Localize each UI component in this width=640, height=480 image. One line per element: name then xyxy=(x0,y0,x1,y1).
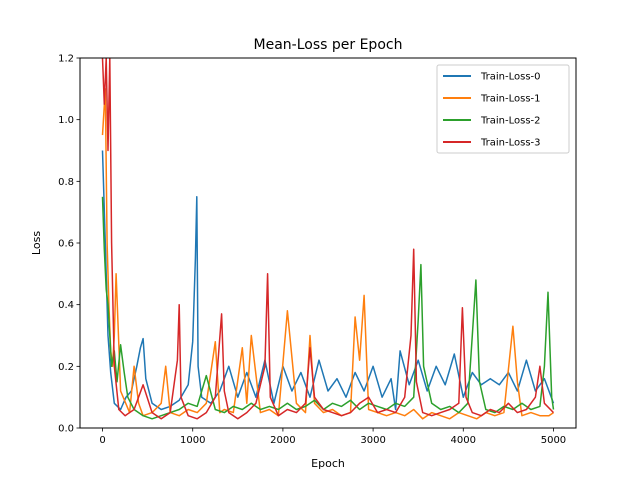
y-tick-label: 1.2 xyxy=(58,54,74,65)
legend-label-1: Train-Loss-1 xyxy=(480,94,541,105)
y-tick-label: 0.4 xyxy=(58,300,74,311)
legend-label-2: Train-Loss-2 xyxy=(480,116,541,127)
x-tick-label: 4000 xyxy=(451,435,476,446)
y-axis: 0.0 0.2 0.4 0.6 0.8 1.0 1.2 xyxy=(58,54,80,435)
legend-box xyxy=(436,64,570,154)
x-tick-label: 3000 xyxy=(360,435,385,446)
x-axis-label: Epoch xyxy=(311,457,345,470)
y-tick-label: 0.0 xyxy=(58,424,74,435)
series-line-3 xyxy=(101,58,555,420)
x-tick-label: 1000 xyxy=(180,435,205,446)
chart-title: Mean-Loss per Epoch xyxy=(254,37,403,53)
series-line-0 xyxy=(101,150,555,411)
y-tick-label: 0.6 xyxy=(58,239,74,250)
y-axis-label: Loss xyxy=(30,231,43,255)
y-tick-label: 0.2 xyxy=(58,362,74,373)
plot-area xyxy=(101,58,555,420)
x-tick-label: 5000 xyxy=(541,435,566,446)
legend-label-0: Train-Loss-0 xyxy=(480,72,541,83)
x-tick-label: 0 xyxy=(99,435,105,446)
x-tick-label: 2000 xyxy=(270,435,295,446)
x-axis: 0 1000 2000 3000 4000 5000 xyxy=(99,428,566,446)
y-tick-label: 0.8 xyxy=(58,177,74,188)
y-tick-label: 1.0 xyxy=(58,115,74,126)
legend-label-3: Train-Loss-3 xyxy=(480,138,541,149)
legend: Train-Loss-0 Train-Loss-1 Train-Loss-2 Trai… xyxy=(436,64,570,154)
